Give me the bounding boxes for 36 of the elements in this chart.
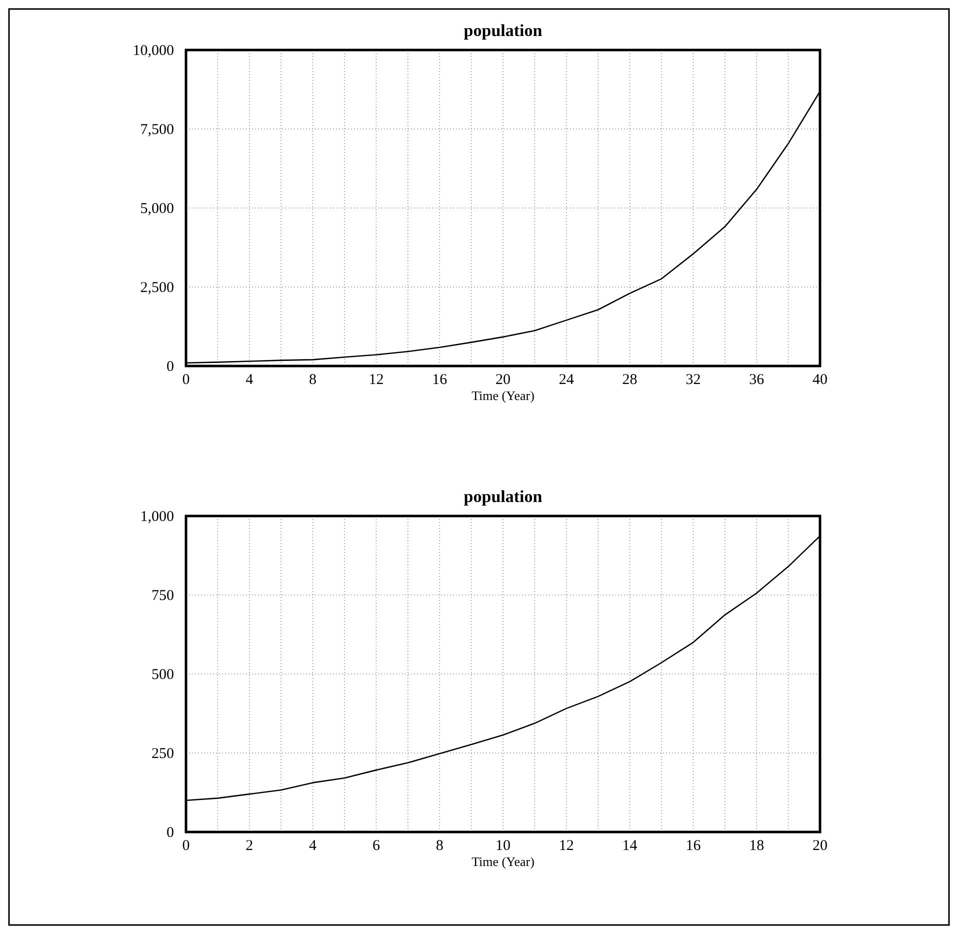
x-tick-label: 36 — [749, 372, 765, 388]
x-tick-label: 12 — [368, 372, 384, 388]
y-tick-label: 250 — [152, 746, 174, 762]
y-tick-label: 5,000 — [140, 201, 174, 217]
x-tick-label: 4 — [246, 372, 254, 388]
y-tick-label: 0 — [166, 359, 174, 375]
x-tick-label: 2 — [246, 838, 254, 854]
x-tick-label: 4 — [309, 838, 318, 854]
x-axis-title: Time (Year) — [472, 388, 534, 403]
y-tick-label: 1,000 — [140, 509, 174, 525]
y-tick-label: 10,000 — [132, 43, 174, 59]
x-tick-label: 24 — [558, 372, 574, 388]
y-tick-label: 0 — [166, 825, 174, 841]
y-tick-label: 2,500 — [140, 280, 174, 296]
x-tick-label: 12 — [558, 838, 574, 854]
x-tick-label: 0 — [182, 838, 190, 854]
chart-title: population — [464, 21, 543, 40]
chart-title: population — [464, 487, 543, 506]
x-tick-label: 32 — [686, 372, 701, 388]
x-tick-label: 14 — [622, 838, 638, 854]
x-tick-label: 18 — [749, 838, 764, 854]
x-tick-label: 20 — [496, 372, 510, 388]
x-tick-label: 40 — [812, 372, 828, 388]
x-tick-label: 8 — [309, 372, 317, 388]
x-tick-label: 20 — [812, 838, 828, 854]
y-tick-label: 7,500 — [140, 122, 174, 138]
x-axis-title: Time (Year) — [472, 854, 534, 869]
x-tick-label: 0 — [182, 372, 190, 388]
x-tick-label: 16 — [432, 372, 448, 388]
x-tick-label: 6 — [372, 838, 380, 854]
x-tick-label: 16 — [686, 838, 702, 854]
x-tick-label: 10 — [496, 838, 510, 854]
x-tick-label: 28 — [622, 372, 638, 388]
y-tick-label: 750 — [152, 588, 174, 604]
x-tick-label: 8 — [436, 838, 444, 854]
y-tick-label: 500 — [152, 667, 174, 683]
